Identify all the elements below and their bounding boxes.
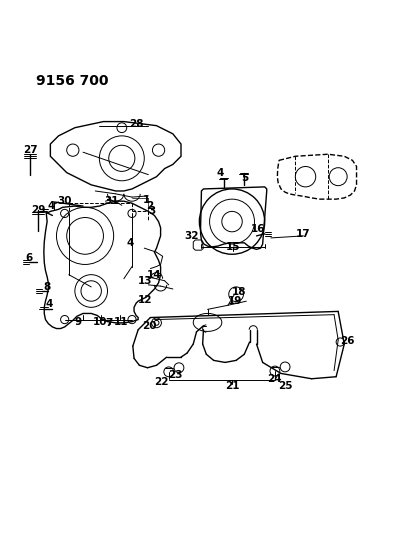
Text: 31: 31 <box>104 196 119 206</box>
Text: 5: 5 <box>242 173 249 182</box>
Text: 19: 19 <box>228 296 242 306</box>
Text: 15: 15 <box>226 242 240 252</box>
Text: 28: 28 <box>129 119 143 130</box>
Text: 4: 4 <box>46 299 53 309</box>
Text: 2: 2 <box>146 201 153 211</box>
Text: 7: 7 <box>105 318 113 328</box>
Text: 9156 700: 9156 700 <box>36 74 109 88</box>
Text: 1: 1 <box>143 196 150 205</box>
Text: 23: 23 <box>168 370 182 379</box>
Text: 14: 14 <box>147 270 162 280</box>
Text: 4: 4 <box>216 168 224 179</box>
Text: 9: 9 <box>74 317 82 327</box>
Text: 29: 29 <box>31 205 45 215</box>
Text: 16: 16 <box>250 224 265 234</box>
Text: 18: 18 <box>232 287 247 297</box>
Text: 8: 8 <box>44 281 51 292</box>
Text: 11: 11 <box>114 317 128 327</box>
Text: 22: 22 <box>154 377 169 386</box>
Text: 30: 30 <box>58 196 72 206</box>
Text: 21: 21 <box>225 381 239 391</box>
Text: 6: 6 <box>25 253 33 263</box>
Text: 25: 25 <box>278 381 292 391</box>
Text: 17: 17 <box>296 229 311 239</box>
Text: 26: 26 <box>340 336 355 346</box>
Text: 4: 4 <box>48 201 55 211</box>
Text: 20: 20 <box>142 321 157 330</box>
Text: 24: 24 <box>267 374 282 384</box>
Text: 27: 27 <box>23 145 37 155</box>
Text: 32: 32 <box>184 231 199 241</box>
Text: 3: 3 <box>149 206 156 216</box>
Text: 13: 13 <box>138 276 152 286</box>
Text: 4: 4 <box>126 238 134 248</box>
Text: 12: 12 <box>138 295 152 305</box>
Text: 10: 10 <box>93 317 107 327</box>
